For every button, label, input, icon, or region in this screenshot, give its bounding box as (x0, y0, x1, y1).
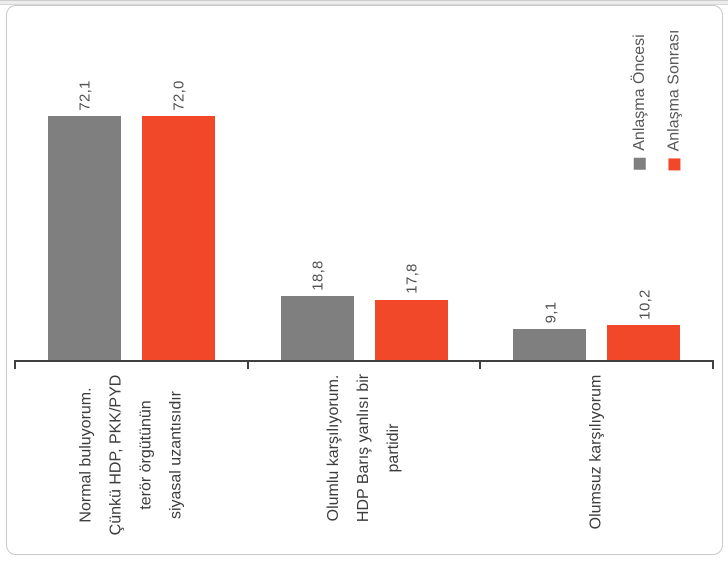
legend-item-anlasma-sonrasi: Anlaşma Sonrası (665, 29, 683, 170)
legend-item-anlasma-oncesi: Anlaşma Öncesi (631, 34, 649, 170)
bar-anlasma-oncesi-1 (280, 296, 354, 360)
x-axis-tick (479, 360, 482, 369)
bar-anlasma-sonrasi-0 (141, 116, 215, 360)
bar-anlasma-oncesi-2 (513, 329, 587, 360)
bar-anlasma-sonrasi-1 (374, 299, 448, 360)
x-axis-line (15, 360, 713, 362)
legend-label: Anlaşma Sonrası (664, 29, 682, 151)
legend-swatch-red (667, 157, 680, 170)
bar-value-label: 72,0 (171, 80, 189, 111)
bar-value-label: 18,8 (309, 260, 327, 291)
bar-value-label: 72,1 (77, 79, 95, 111)
x-axis-tick (14, 360, 16, 369)
x-axis-tick (712, 360, 714, 369)
bar-anlasma-sonrasi-2 (607, 325, 681, 360)
x-axis-tick (246, 360, 249, 369)
legend-label: Anlaşma Öncesi (630, 34, 648, 151)
top-border-strip (0, 0, 728, 5)
category-label-1: Olumlu karşılıyorum. HDP Barış yanlısı b… (325, 373, 403, 523)
bar-value-label: 17,8 (403, 263, 421, 294)
bar-value-label: 10,2 (636, 289, 654, 320)
category-label-0: Normal buluyorum. Çünkü HDP, PKK/PYD ter… (77, 374, 185, 535)
legend-swatch-gray (633, 157, 646, 170)
bar-value-label: 9,1 (542, 301, 560, 324)
bar-anlasma-oncesi-0 (47, 116, 121, 360)
category-label-2: Olumsuz karşılıyorum (587, 374, 605, 529)
